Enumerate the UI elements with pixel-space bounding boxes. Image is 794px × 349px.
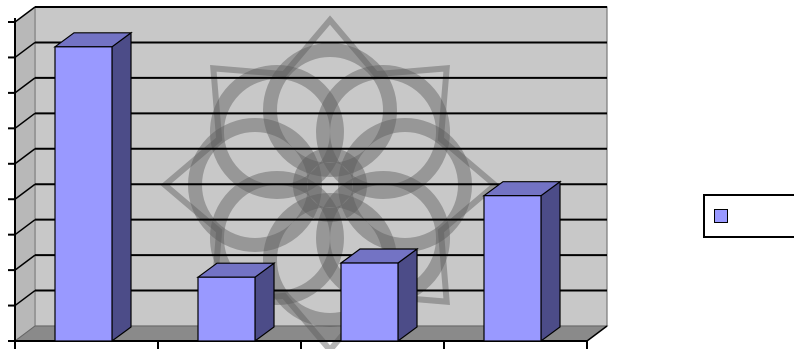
gridline-side bbox=[14, 183, 36, 200]
gridline-side bbox=[14, 254, 36, 271]
side-wall bbox=[14, 6, 36, 342]
bars bbox=[53, 31, 562, 343]
bar-side bbox=[540, 180, 561, 343]
bar-front bbox=[54, 46, 113, 342]
gridline-side bbox=[14, 289, 36, 307]
bar-front bbox=[340, 262, 399, 342]
x-axis-depth bbox=[586, 325, 608, 342]
watermark-petal bbox=[263, 43, 397, 177]
watermark-star bbox=[160, 15, 500, 349]
watermark-petal bbox=[209, 171, 344, 306]
legend-swatch bbox=[714, 209, 728, 223]
watermark-petal bbox=[316, 64, 451, 199]
gridline-side bbox=[14, 6, 36, 23]
bar-side bbox=[111, 31, 132, 343]
gridline-side bbox=[14, 41, 36, 59]
bar-front bbox=[197, 276, 256, 342]
gridline-side bbox=[14, 219, 36, 236]
gridline-side bbox=[14, 112, 36, 129]
bar bbox=[196, 262, 276, 343]
bar bbox=[482, 180, 562, 343]
bar bbox=[53, 31, 133, 343]
gridline-side bbox=[14, 77, 36, 94]
bar-front bbox=[483, 195, 542, 342]
gridline-side bbox=[14, 148, 36, 165]
bar bbox=[339, 247, 419, 343]
watermark-petal bbox=[209, 64, 344, 199]
bar-side bbox=[397, 247, 418, 343]
legend bbox=[703, 194, 794, 238]
